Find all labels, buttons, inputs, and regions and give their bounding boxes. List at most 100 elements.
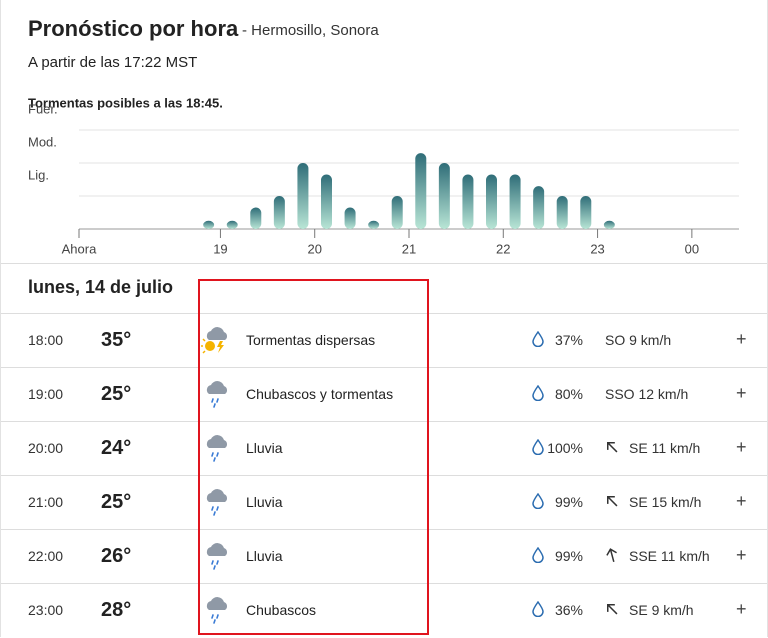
bar bbox=[462, 174, 474, 229]
bar bbox=[226, 220, 238, 229]
weather-icon bbox=[201, 327, 228, 354]
bar bbox=[391, 196, 403, 229]
temperature: 25° bbox=[101, 383, 132, 405]
wind: SE 9 km/h bbox=[629, 602, 694, 618]
chart-title: Tormentas posibles a las 18:45. bbox=[28, 95, 223, 110]
hour-row: 18:00 35° Tormentas dispersas 37% SO 9 km/h + bbox=[1, 313, 767, 368]
temperature: 26° bbox=[101, 545, 132, 567]
updated-time: A partir de las 17:22 MST bbox=[28, 54, 198, 71]
bar bbox=[203, 220, 215, 229]
precip-chart: Tormentas posibles a las 18:45. Lig. Mod.… bbox=[28, 95, 739, 256]
x-tick-label: 00 bbox=[685, 241, 699, 256]
temperature: 24° bbox=[101, 437, 132, 459]
highlight-box bbox=[198, 279, 429, 635]
bar bbox=[580, 196, 592, 229]
bar bbox=[273, 196, 285, 229]
hour: 18:00 bbox=[28, 332, 64, 348]
wind: SSO 12 km/h bbox=[605, 386, 689, 402]
condition-icon bbox=[201, 378, 233, 417]
temperature: 25° bbox=[101, 491, 132, 513]
drop-icon bbox=[532, 384, 544, 406]
wind-arrow bbox=[604, 546, 620, 569]
bar bbox=[438, 163, 450, 229]
expand-button[interactable]: + bbox=[736, 437, 747, 457]
condition-icon bbox=[201, 486, 233, 525]
expand-button[interactable]: + bbox=[736, 491, 747, 511]
hour-row: 21:00 25° Lluvia 99% SE 15 km/h + bbox=[1, 475, 767, 530]
weather-icon bbox=[206, 381, 228, 408]
condition-icon bbox=[201, 324, 233, 363]
weather-icon bbox=[206, 489, 228, 516]
condition-icon bbox=[201, 540, 233, 579]
bar bbox=[509, 174, 521, 229]
condition: Lluvia bbox=[246, 440, 283, 456]
expand-button[interactable]: + bbox=[736, 545, 747, 565]
hour-row: 20:00 24° Lluvia 100% SE 11 km/h + bbox=[1, 421, 767, 476]
y-tick-label: Fuer. bbox=[28, 101, 58, 116]
hour: 21:00 bbox=[28, 494, 64, 510]
drop-icon bbox=[532, 330, 544, 352]
precip-chance: 99% bbox=[554, 494, 583, 510]
precip-chance: 99% bbox=[554, 548, 583, 564]
x-tick-label: 23 bbox=[590, 241, 604, 256]
page-title: Pronóstico por hora bbox=[28, 16, 239, 41]
drop-icon bbox=[532, 546, 544, 568]
x-tick-label: 21 bbox=[402, 241, 416, 256]
hour: 19:00 bbox=[28, 386, 64, 402]
divider bbox=[1, 263, 767, 264]
expand-button[interactable]: + bbox=[736, 599, 747, 619]
wind: SE 11 km/h bbox=[629, 440, 701, 456]
bar bbox=[368, 220, 380, 229]
temperature: 28° bbox=[101, 599, 132, 621]
x-tick-label: 19 bbox=[213, 241, 227, 256]
condition: Tormentas dispersas bbox=[246, 332, 376, 348]
wind: SO 9 km/h bbox=[605, 332, 672, 348]
condition: Chubascos y tormentas bbox=[246, 386, 394, 402]
bar bbox=[297, 163, 309, 229]
bar bbox=[250, 207, 262, 229]
hour-row: 19:00 25° Chubascos y tormentas 80% SSO 12 k… bbox=[1, 367, 767, 422]
x-tick-label: 22 bbox=[496, 241, 510, 256]
day-heading: lunes, 14 de julio bbox=[28, 277, 174, 297]
x-tick-label: 20 bbox=[307, 241, 321, 256]
expand-button[interactable]: + bbox=[736, 329, 747, 349]
expand-button[interactable]: + bbox=[736, 383, 747, 403]
condition-icon bbox=[201, 594, 233, 633]
drop-icon bbox=[532, 438, 544, 460]
drop-icon bbox=[532, 492, 544, 514]
hour-row: 22:00 26° Lluvia 99% SSE 11 km/h + bbox=[1, 529, 767, 584]
precip-chance: 100% bbox=[547, 440, 583, 456]
bar bbox=[344, 207, 356, 229]
condition-icon bbox=[201, 432, 233, 471]
wind: SSE 11 km/h bbox=[629, 548, 710, 564]
wind: SE 15 km/h bbox=[629, 494, 702, 510]
wind-arrow bbox=[604, 492, 620, 515]
bar bbox=[415, 153, 427, 229]
bar bbox=[321, 174, 332, 229]
wind-arrow bbox=[604, 600, 620, 623]
weather-icon bbox=[206, 543, 228, 570]
precip-chance: 37% bbox=[554, 332, 583, 348]
weather-icon bbox=[206, 435, 228, 462]
hour: 23:00 bbox=[28, 602, 64, 618]
condition: Lluvia bbox=[246, 548, 283, 564]
hour: 22:00 bbox=[28, 548, 64, 564]
hour-row: 23:00 28° Chubascos 36% SE 9 km/h + bbox=[1, 583, 767, 638]
condition: Chubascos bbox=[246, 602, 317, 618]
condition: Lluvia bbox=[246, 494, 283, 510]
bar bbox=[533, 186, 545, 229]
bar bbox=[556, 196, 568, 229]
wind-arrow bbox=[604, 438, 620, 461]
precip-chance: 80% bbox=[554, 386, 583, 402]
precip-chance: 36% bbox=[554, 602, 583, 618]
y-tick-label: Lig. bbox=[28, 167, 49, 182]
x-tick-label: Ahora bbox=[62, 241, 97, 256]
bar bbox=[486, 174, 497, 229]
weather-icon bbox=[206, 597, 228, 624]
location: - Hermosillo, Sonora bbox=[242, 22, 379, 39]
hour: 20:00 bbox=[28, 440, 64, 456]
temperature: 35° bbox=[101, 329, 132, 351]
bar bbox=[603, 220, 615, 229]
y-tick-label: Mod. bbox=[28, 134, 57, 149]
drop-icon bbox=[532, 600, 544, 622]
